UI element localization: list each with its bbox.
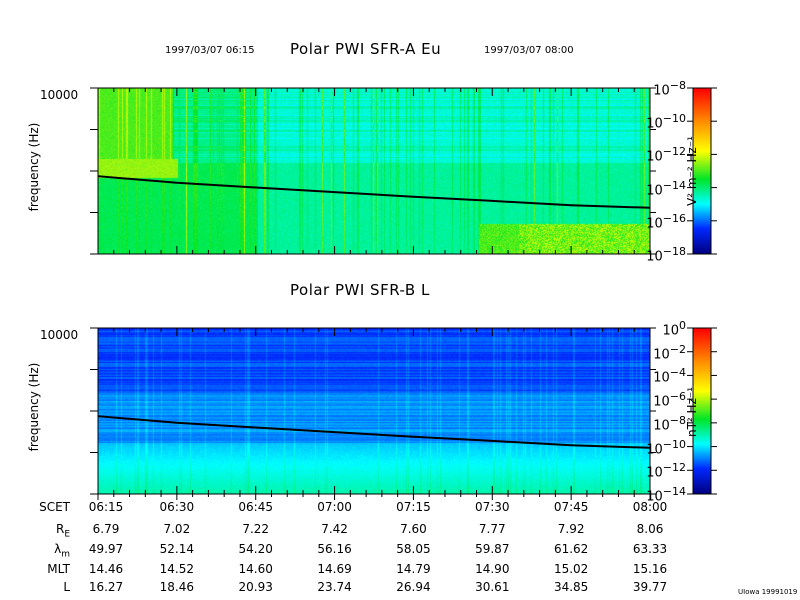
colorbar-tick-label: 10−8: [653, 413, 686, 434]
panel-b-title: Polar PWI SFR-B L: [290, 281, 430, 299]
ephemeris-cell: 49.97: [88, 542, 124, 556]
ephemeris-cell: 18.46: [159, 580, 195, 594]
panel-a-title: Polar PWI SFR-A Eu: [290, 40, 442, 58]
ephemeris-cell: 14.46: [88, 562, 124, 576]
ephemeris-cell: 6.79: [92, 522, 120, 536]
y-axis-label-a: frequency (Hz): [27, 122, 41, 212]
ephemeris-cell: 26.94: [396, 580, 431, 594]
colorbar-tick-label: 10−12: [646, 461, 686, 481]
ephemeris-cell: 39.77: [632, 580, 668, 594]
ephemeris-cell: 61.62: [553, 542, 589, 556]
overlay-line: [97, 415, 651, 449]
ephemeris-cell: 08:00: [632, 500, 668, 514]
colorbar-tick-label: 10−2: [653, 342, 686, 363]
y-tick-b: 10000: [40, 328, 79, 342]
ephemeris-cell: 54.20: [238, 542, 273, 556]
ephemeris-cell: 06:45: [238, 500, 273, 514]
spectrogram-a: [98, 88, 650, 254]
ephemeris-cell: 07:45: [553, 500, 589, 514]
colorbar-tick-label: 10−8: [653, 79, 686, 99]
ephemeris-row-label: MLT: [47, 562, 70, 576]
ephemeris-cell: 59.87: [475, 542, 510, 556]
ephemeris-cell: 07:15: [396, 500, 431, 514]
ephemeris-cell: 34.85: [553, 580, 589, 594]
colorbar-frame: [692, 327, 712, 495]
ephemeris-row-label: RE: [55, 522, 70, 540]
ephemeris-cell: 15.02: [553, 562, 589, 576]
credit: UIowa 19991019: [738, 588, 798, 596]
ephemeris-row-label: L: [63, 580, 70, 594]
ephemeris-cell: 20.93: [238, 580, 273, 594]
ephemeris-cell: 56.16: [317, 542, 352, 556]
plot-frame: [97, 327, 651, 495]
ephemeris-cell: 8.06: [636, 522, 664, 536]
colorbar-tick-label: 10−10: [646, 112, 686, 132]
colorbar-tick-label: 10−12: [646, 145, 686, 165]
ephemeris-cell: 14.60: [238, 562, 273, 576]
colorbar-tick-label: 10−14: [646, 178, 686, 198]
ephemeris-cell: 30.61: [475, 580, 510, 594]
ephemeris-cell: 07:30: [474, 500, 510, 514]
ephemeris-cell: 16.27: [88, 580, 124, 594]
ephemeris-cell: 06:30: [159, 500, 195, 514]
colorbar-tick-label: 10−18: [646, 245, 686, 265]
ephemeris-cell: 14.79: [396, 562, 431, 576]
ephemeris-cell: 58.05: [396, 542, 431, 556]
ephemeris-cell: 7.92: [557, 522, 585, 536]
colorbar-tick-label: 10−4: [653, 366, 686, 386]
colorbar-tick-label: 10−16: [646, 211, 686, 232]
ephemeris-cell: 52.14: [159, 542, 195, 556]
spectrogram-b: [98, 328, 650, 494]
colorbar-a-label: V² m⁻² Hz⁻¹: [685, 136, 699, 206]
y-tick-a: 10000: [40, 88, 79, 102]
colorbar-a: [693, 88, 711, 254]
ephemeris-cell: 7.02: [163, 522, 191, 536]
ephemeris-cell: 7.42: [321, 522, 348, 536]
colorbar-b-label: nT² Hz⁻¹: [685, 386, 699, 438]
ephemeris-cell: 63.33: [632, 542, 668, 556]
colorbar-tick-label: 10−14: [646, 485, 686, 505]
colorbar-tick-label: 100: [662, 319, 686, 339]
ephemeris-cell: 15.16: [632, 562, 668, 576]
ephemeris-cell: 7.60: [400, 522, 427, 536]
ephemeris-cell: 14.69: [317, 562, 352, 576]
plot-frame: [97, 87, 651, 255]
colorbar-b: [693, 328, 711, 494]
ephemeris-cell: 07:00: [317, 500, 352, 514]
start-time: 1997/03/07 06:15: [165, 45, 255, 56]
colorbar-tick-label: 10−6: [653, 390, 686, 410]
colorbar-tick-label: 10−10: [646, 437, 686, 457]
overlay-line: [97, 175, 651, 209]
ephemeris-cell: 7.22: [242, 522, 270, 536]
ephemeris-cell: 14.90: [475, 562, 510, 576]
ephemeris-cell: 14.52: [159, 562, 195, 576]
end-time: 1997/03/07 08:00: [484, 45, 574, 56]
ephemeris-row-label: SCET: [39, 500, 70, 514]
y-axis-label-b: frequency (Hz): [27, 362, 41, 452]
ephemeris-cell: 23.74: [317, 580, 352, 594]
ephemeris-row-label: λm: [54, 542, 70, 560]
ephemeris-cell: 7.77: [478, 522, 506, 536]
ephemeris-cell: 06:15: [88, 500, 124, 514]
colorbar-frame: [692, 87, 712, 255]
